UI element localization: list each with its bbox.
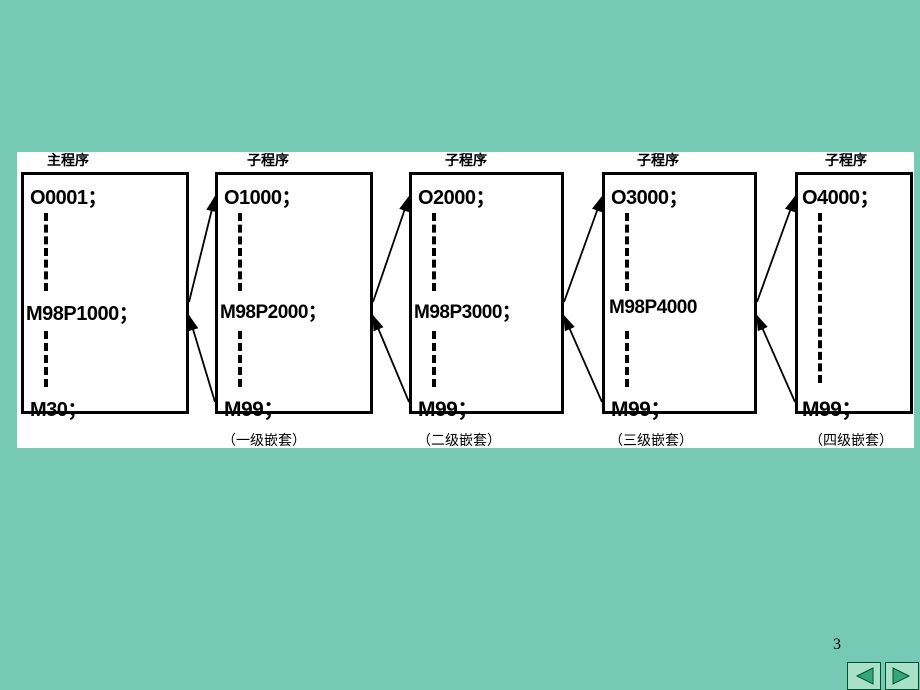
next-icon <box>891 666 913 686</box>
program-box-0: O0001；M98P1000；M30； <box>21 172 189 414</box>
header-sub-4: 子程序 <box>825 150 867 170</box>
program-line: O4000； <box>802 181 879 210</box>
program-line: M98P1000； <box>26 297 138 326</box>
header-sub-1: 子程序 <box>247 150 289 170</box>
ellipsis-dots <box>818 213 822 383</box>
nesting-diagram: 主程序 子程序 子程序 子程序 子程序 O0001； M98P1000； M30； O… <box>17 152 914 448</box>
prev-icon <box>853 666 875 686</box>
program-line: O3000； <box>611 181 688 210</box>
program-line: M98P4000 <box>609 297 697 319</box>
nesting-label-2: （二级嵌套） <box>417 430 501 450</box>
page-number: 3 <box>833 636 841 654</box>
program-line: M99； <box>418 393 478 423</box>
nesting-label-3: （三级嵌套） <box>609 430 693 450</box>
ellipsis-dots <box>238 331 242 387</box>
header-sub-3: 子程序 <box>637 150 679 170</box>
program-box-2: O2000；M98P3000；M99； <box>409 172 564 414</box>
ellipsis-dots <box>432 213 436 291</box>
header-main-program: 主程序 <box>47 150 89 170</box>
program-line: M98P3000； <box>414 297 520 324</box>
program-line: M99； <box>224 393 284 423</box>
ellipsis-dots <box>432 331 436 387</box>
program-line: M98P2000； <box>220 297 326 324</box>
ellipsis-dots <box>44 213 48 291</box>
ellipsis-dots <box>44 331 48 387</box>
header-sub-2: 子程序 <box>445 150 487 170</box>
nesting-label-1: （一级嵌套） <box>222 430 306 450</box>
ellipsis-dots <box>238 213 242 291</box>
nav-buttons <box>847 662 919 690</box>
program-line: O0001； <box>30 181 107 210</box>
next-button[interactable] <box>885 662 919 690</box>
prev-button[interactable] <box>847 662 881 690</box>
ellipsis-dots <box>625 331 629 387</box>
program-box-1: O1000；M98P2000；M99； <box>215 172 373 414</box>
program-line: M99； <box>611 393 671 423</box>
ellipsis-dots <box>625 213 629 291</box>
program-line: M30； <box>30 393 87 422</box>
program-line: M99； <box>802 393 862 423</box>
program-box-3: O3000；M98P4000M99； <box>602 172 757 414</box>
program-line: O1000； <box>224 181 301 210</box>
program-line: O2000； <box>418 181 495 210</box>
nesting-label-4: （四级嵌套） <box>809 430 893 450</box>
program-box-4: O4000；M99； <box>795 172 913 414</box>
